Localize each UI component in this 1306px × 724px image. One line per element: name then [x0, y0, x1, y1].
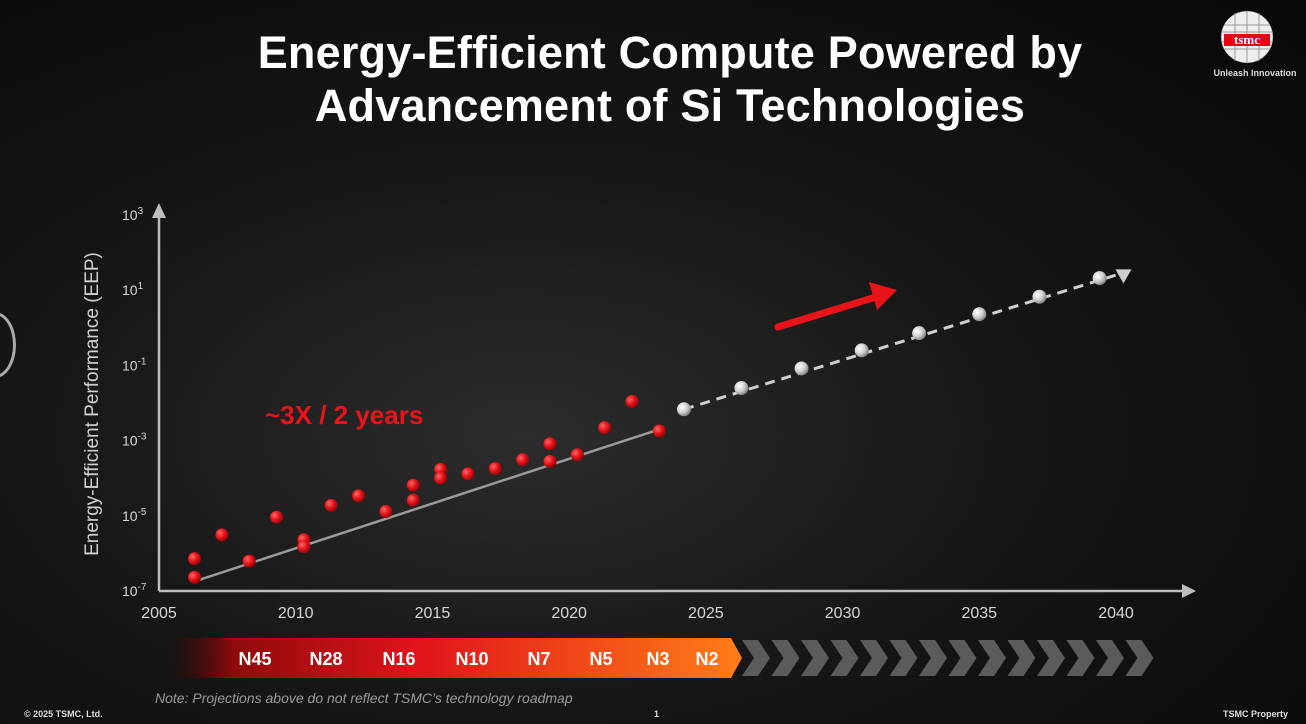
data-point-actual: [406, 493, 420, 507]
chevron-icon: [742, 640, 770, 676]
page-title: Energy-Efficient Compute Powered by Adva…: [0, 26, 1306, 132]
y-tick-label: 10-1: [122, 356, 147, 373]
nodes-bar: N45 N28 N16 N10 N7 N5 N3 N2: [165, 638, 1154, 678]
trend-projected-arrowhead: [1115, 269, 1132, 284]
chevron-icon: [801, 640, 829, 676]
growth-annotation: ~3X / 2 years: [265, 400, 423, 430]
node-label: N45: [238, 649, 271, 669]
page-number: 1: [654, 709, 660, 719]
chevron-icon: [860, 640, 888, 676]
data-point-actual: [215, 528, 229, 542]
data-point-projected: [794, 361, 809, 376]
data-point-projected: [972, 307, 987, 322]
y-tick-label: 10-7: [122, 582, 147, 599]
chevron-icon: [919, 640, 947, 676]
tsmc-wordmark: tsmc: [1224, 33, 1270, 46]
data-point-actual: [188, 570, 202, 584]
data-point-actual: [188, 552, 202, 566]
projection-note: Note: Projections above do not reflect T…: [155, 690, 573, 706]
node-label: N7: [527, 649, 550, 669]
node-label: N28: [309, 649, 342, 669]
chevron-icon: [771, 640, 800, 676]
data-point-actual: [570, 448, 584, 462]
data-point-actual: [625, 394, 639, 408]
trend-line-actual: [194, 428, 660, 583]
data-point-actual: [598, 421, 612, 435]
x-tick-label: 2040: [1098, 605, 1134, 622]
future-chevrons: [742, 640, 1154, 676]
data-point-actual: [242, 554, 256, 568]
node-label: N16: [382, 649, 415, 669]
x-tick-label: 2020: [551, 605, 587, 622]
data-point-actual: [270, 510, 284, 524]
data-point-projected: [734, 381, 749, 396]
chevron-icon: [1125, 640, 1154, 676]
y-tick-label: 103: [122, 206, 144, 223]
title-line-2: Advancement of Si Technologies: [314, 80, 1026, 131]
data-point-actual: [461, 467, 475, 481]
data-point-actual: [352, 489, 366, 503]
data-point-projected: [912, 326, 927, 341]
y-tick-label: 101: [122, 281, 144, 298]
chevron-icon: [978, 640, 1006, 676]
x-tick-label: 2035: [961, 605, 997, 622]
chevron-icon: [889, 640, 918, 676]
y-axis-title: Energy-Efficient Performance (EEP): [82, 252, 103, 556]
title-line-1: Energy-Efficient Compute Powered by: [257, 27, 1083, 78]
data-point-actual: [488, 462, 502, 476]
data-point-actual: [406, 478, 420, 492]
data-point-actual: [379, 505, 393, 519]
x-axis-arrow: [1182, 584, 1196, 598]
x-tick-label: 2030: [825, 605, 861, 622]
data-point-projected: [1032, 289, 1047, 304]
data-point-actual: [324, 498, 338, 512]
x-tick-label: 2015: [415, 605, 451, 622]
chevron-icon: [830, 640, 859, 676]
data-point-actual: [543, 437, 557, 451]
data-point-projected: [1092, 271, 1107, 286]
property-label: TSMC Property: [1222, 709, 1288, 719]
trend-arrow-shaft: [774, 293, 880, 331]
x-tick-label: 2025: [688, 605, 724, 622]
y-tick-label: 10-3: [122, 432, 147, 449]
nodes-bar-arrow-tip: [731, 638, 742, 678]
chevron-icon: [948, 640, 977, 676]
data-point-actual: [652, 424, 666, 438]
chevron-icon: [1037, 640, 1065, 676]
data-point-actual: [516, 453, 530, 467]
chevron-icon: [1066, 640, 1095, 676]
copyright: © 2025 TSMC, Ltd.: [24, 709, 103, 719]
trend-arrow-head: [869, 282, 897, 310]
node-label: N10: [455, 649, 488, 669]
trend-line-projected: [683, 271, 1122, 411]
data-point-actual: [434, 471, 448, 485]
data-point-projected: [676, 402, 691, 417]
data-point-projected: [854, 343, 869, 358]
y-axis-arrow: [152, 203, 166, 218]
chevron-icon: [1096, 640, 1124, 676]
node-label: N3: [646, 649, 669, 669]
node-label: N5: [589, 649, 612, 669]
nodes-bar-background: [165, 638, 731, 678]
data-point-actual: [297, 540, 311, 554]
x-tick-label: 2005: [141, 605, 177, 622]
data-point-actual: [543, 454, 557, 468]
node-label: N2: [695, 649, 718, 669]
logo-tagline: Unleash Innovation: [1213, 68, 1297, 78]
x-tick-label: 2010: [278, 605, 314, 622]
chevron-icon: [1007, 640, 1036, 676]
y-tick-label: 10-5: [122, 507, 147, 524]
